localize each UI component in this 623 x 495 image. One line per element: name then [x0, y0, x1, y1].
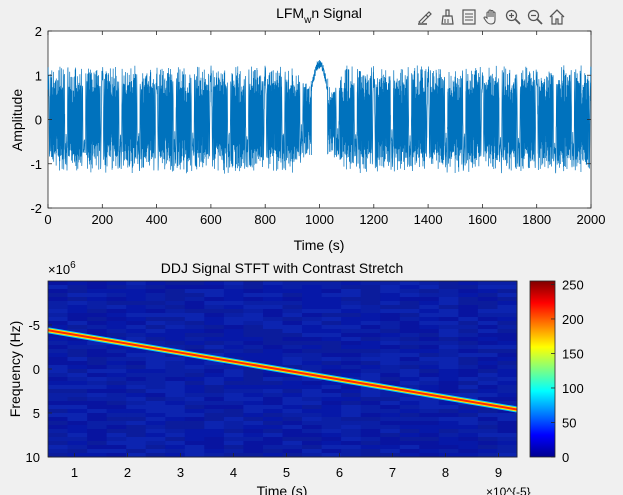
- x-tick-label: 9: [495, 465, 502, 480]
- x-tick-label: 2: [124, 465, 131, 480]
- colorbar-tick-label: 50: [562, 415, 576, 430]
- eraser-icon[interactable]: [436, 7, 457, 28]
- x-axis: 0 200 400 600 800 1000 1200 1400 1600 1800 2000: [44, 31, 605, 227]
- x-tick-label: 5: [283, 465, 290, 480]
- x-tick-label: 4: [230, 465, 237, 480]
- colorbar-tick-label: 250: [562, 277, 584, 292]
- colorbar: [529, 280, 556, 458]
- home-icon[interactable]: [546, 7, 567, 28]
- y-axis: -5 0 5 10: [26, 318, 52, 465]
- zoom-out-icon[interactable]: [524, 7, 545, 28]
- y-tick-label: 0: [35, 113, 42, 128]
- x-tick-label: 1400: [414, 212, 443, 227]
- x-tick-label: 6: [336, 465, 343, 480]
- colorbar-tick-label: 200: [562, 312, 584, 327]
- y-tick-label: 10: [26, 450, 40, 465]
- ridge-halo-inner: [47, 328, 518, 412]
- y-tick-label: 5: [33, 406, 40, 421]
- y-axis: 2 1 0 -1 -2: [30, 24, 591, 216]
- colorbar-tick-label: 150: [562, 346, 584, 361]
- signal-series: [47, 60, 592, 174]
- x-axis-label: Time (s): [294, 237, 345, 253]
- x-tick-label: 2000: [577, 212, 606, 227]
- colorbar-tick-label: 0: [562, 450, 569, 465]
- x-tick-label: 600: [200, 212, 222, 227]
- heatmap-ridge: [47, 327, 518, 413]
- y-tick-label: 1: [35, 68, 42, 83]
- ridge-core: [47, 329, 518, 411]
- x-tick-label: 200: [91, 212, 113, 227]
- colorbar-ticks: 250 200 150 100 50 0: [551, 277, 584, 465]
- y-tick-label: 0: [33, 362, 40, 377]
- pan-hand-icon[interactable]: [480, 7, 501, 28]
- ridge-halo-outer: [47, 327, 518, 413]
- y-exponent-label: ×106: [48, 260, 76, 277]
- x-tick-label: 3: [177, 465, 184, 480]
- y-tick-label: -1: [30, 157, 42, 172]
- x-axis-label: Time (s): [257, 483, 308, 495]
- y-tick-label: -2: [30, 201, 42, 216]
- x-tick-label: 8: [442, 465, 449, 480]
- x-tick-label: 1: [71, 465, 78, 480]
- y-tick-label: -5: [28, 318, 40, 333]
- colorbar-tick-label: 100: [562, 381, 584, 396]
- x-tick-label: 7: [389, 465, 396, 480]
- zoom-in-icon[interactable]: [502, 7, 523, 28]
- signal-line: [47, 60, 592, 174]
- x-tick-label: 1800: [522, 212, 551, 227]
- x-tick-label: 0: [44, 212, 51, 227]
- chart-title: LFMwn Signal: [276, 5, 362, 26]
- x-tick-label: 800: [254, 212, 276, 227]
- plot-area: [47, 30, 592, 209]
- line-chart: LFMwn Signal 0 200 400 600 800 1000 1200 1400 16…: [9, 5, 605, 253]
- y-axis-label: Amplitude: [9, 89, 25, 151]
- heatmap-area: [48, 281, 517, 457]
- spectrogram-chart: DDJ Signal STFT with Contrast Stretch ×1…: [7, 260, 584, 495]
- heatmap-frame: [47, 280, 518, 458]
- brush-icon[interactable]: [414, 7, 435, 28]
- heatmap-noise: [48, 281, 518, 458]
- x-tick-label: 1200: [359, 212, 388, 227]
- x-tick-label: 1600: [468, 212, 497, 227]
- x-exponent-label: ×10^{-5}: [486, 485, 531, 495]
- legend-icon[interactable]: [458, 7, 479, 28]
- x-axis: 1 2 3 4 5 6 7 8 9: [71, 453, 502, 480]
- y-axis-label: Frequency (Hz): [7, 321, 23, 417]
- y-tick-label: 2: [35, 24, 42, 39]
- x-tick-label: 1000: [305, 212, 334, 227]
- chart-title: DDJ Signal STFT with Contrast Stretch: [161, 260, 403, 276]
- figure-toolbar: [414, 6, 567, 28]
- x-tick-label: 400: [146, 212, 168, 227]
